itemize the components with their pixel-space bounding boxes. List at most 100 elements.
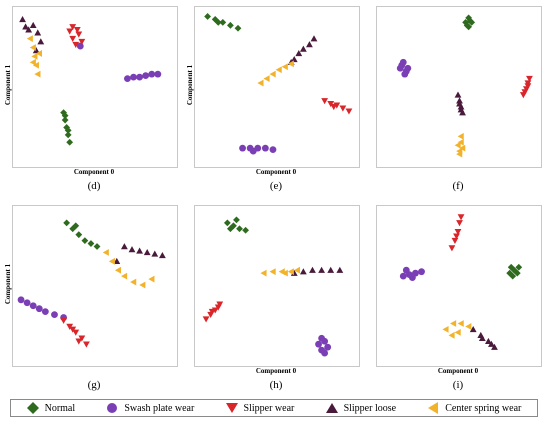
cluster-slipper-wear: [519, 75, 533, 99]
panel-label: (d): [87, 180, 101, 192]
point-slipper-loose: [22, 23, 29, 30]
point-slipper-loose: [290, 269, 298, 276]
point-slipper-wear: [524, 83, 532, 90]
point-normal: [233, 216, 240, 224]
panel-label: (g): [87, 379, 101, 391]
point-slipper-wear: [69, 35, 77, 43]
point-swash-plate-wear: [29, 302, 37, 310]
point-slipper-loose: [309, 266, 316, 273]
cluster-slipper-loose: [287, 35, 318, 66]
point-slipper-wear: [456, 220, 463, 227]
scatter-plot: [17, 219, 166, 348]
scatter-plot: [19, 16, 162, 146]
point-swash-plate-wear: [124, 75, 131, 82]
point-slipper-wear: [78, 38, 86, 45]
y-axis-label: Component 1: [4, 64, 12, 106]
point-center-spring-wear: [35, 50, 42, 57]
point-slipper-loose: [159, 252, 166, 259]
x-axis-label: Component 0: [255, 367, 297, 375]
cluster-slipper-loose: [454, 91, 466, 116]
point-slipper-wear: [202, 316, 210, 323]
point-slipper-loose: [299, 45, 307, 52]
point-slipper-loose: [485, 337, 492, 344]
point-swash-plate-wear: [130, 73, 137, 81]
point-swash-plate-wear: [17, 296, 25, 304]
point-slipper-wear: [521, 89, 529, 96]
cluster-slipper-loose: [469, 326, 498, 350]
point-normal: [234, 24, 242, 32]
point-slipper-wear: [72, 41, 80, 48]
legend-label: Center spring wear: [445, 402, 522, 414]
point-slipper-loose: [327, 266, 335, 273]
legend-item-slipper-loose: Slipper loose: [325, 402, 396, 414]
point-center-spring-wear: [139, 281, 146, 289]
point-swash-plate-wear: [321, 349, 329, 357]
cluster-center-spring-wear: [102, 249, 155, 289]
point-slipper-loose: [37, 38, 45, 45]
y-axis-label: Component 1: [4, 263, 12, 305]
circle-icon: [107, 403, 118, 413]
cluster-swash-plate-wear: [396, 58, 412, 78]
point-slipper-wear: [526, 75, 533, 82]
point-slipper-loose: [32, 47, 40, 54]
scatter-panel-5: Component 0 (h): [194, 205, 360, 395]
point-center-spring-wear: [260, 269, 267, 277]
point-normal: [211, 16, 219, 23]
point-slipper-wear: [214, 304, 222, 311]
cluster-center-spring-wear: [26, 35, 42, 78]
cluster-normal: [63, 219, 101, 250]
point-center-spring-wear: [275, 66, 282, 74]
point-normal: [507, 263, 515, 271]
cluster-slipper-wear: [202, 301, 224, 323]
point-center-spring-wear: [293, 266, 300, 274]
legend-item-normal: Normal: [26, 402, 76, 414]
point-slipper-wear: [69, 24, 77, 31]
point-center-spring-wear: [31, 53, 38, 60]
cluster-center-spring-wear: [257, 60, 294, 87]
point-slipper-loose: [121, 243, 128, 250]
triangle-down-icon: [225, 403, 238, 413]
point-normal: [465, 14, 473, 22]
legend: Normal Swash plate wear Slipper wear Sli…: [10, 399, 538, 417]
point-slipper-wear: [69, 326, 77, 333]
point-normal: [63, 219, 71, 227]
cluster-slipper-wear: [448, 214, 465, 252]
point-swash-plate-wear: [148, 70, 156, 78]
point-normal: [242, 226, 249, 234]
point-center-spring-wear: [465, 323, 472, 330]
triangle-left-icon: [428, 402, 439, 414]
point-normal: [93, 243, 101, 250]
x-axis-label: Component 0: [73, 168, 115, 176]
point-normal: [66, 138, 74, 146]
point-slipper-loose: [456, 100, 463, 107]
scatter-panel-1: Component 1 Component 0 (d): [4, 6, 178, 196]
point-swash-plate-wear: [249, 147, 257, 155]
cluster-slipper-wear: [60, 317, 90, 348]
cluster-slipper-loose: [290, 266, 344, 276]
point-swash-plate-wear: [398, 61, 406, 69]
cluster-center-spring-wear: [260, 266, 300, 277]
point-center-spring-wear: [456, 150, 463, 158]
point-center-spring-wear: [257, 79, 264, 87]
point-slipper-loose: [306, 41, 313, 48]
point-normal: [75, 231, 83, 239]
point-center-spring-wear: [102, 249, 109, 256]
point-slipper-loose: [25, 26, 33, 33]
legend-label: Slipper wear: [243, 402, 295, 414]
cluster-slipper-loose: [113, 243, 166, 265]
cluster-slipper-wear: [66, 24, 86, 48]
cluster-slipper-wear: [321, 98, 353, 115]
point-slipper-loose: [457, 106, 465, 113]
point-slipper-wear: [66, 28, 74, 35]
point-slipper-wear: [330, 104, 338, 111]
point-slipper-loose: [128, 246, 136, 253]
legend-item-center-spring-wear: Center spring wear: [427, 402, 521, 414]
point-center-spring-wear: [448, 331, 455, 339]
point-center-spring-wear: [281, 63, 288, 71]
point-center-spring-wear: [108, 257, 115, 265]
legend-label: Normal: [44, 402, 76, 414]
point-slipper-loose: [29, 21, 37, 29]
point-center-spring-wear: [287, 60, 294, 68]
point-swash-plate-wear: [142, 72, 150, 80]
point-swash-plate-wear: [409, 274, 416, 281]
